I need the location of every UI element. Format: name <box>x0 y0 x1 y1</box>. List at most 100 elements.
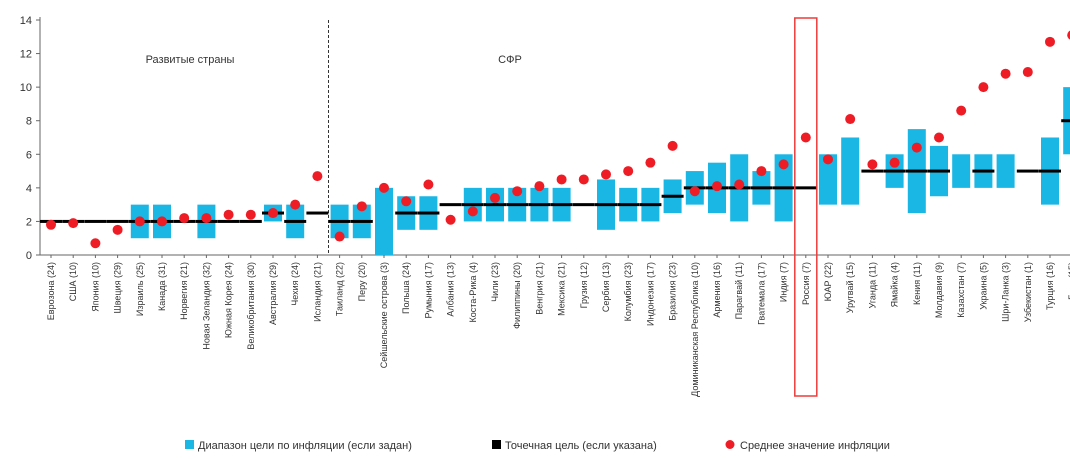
x-tick-label: Уругвай (15) <box>845 262 855 313</box>
average-inflation-dot <box>823 154 833 165</box>
x-tick-label: США (10) <box>68 262 78 301</box>
point-target-marker <box>484 203 506 207</box>
average-inflation-dot <box>356 201 367 212</box>
x-tick-label: Сейшельские острова (3) <box>379 262 389 368</box>
x-tick-label: Албания (13) <box>446 262 456 317</box>
point-target-marker <box>550 203 573 207</box>
x-tick-label: Румыния (17) <box>423 262 433 318</box>
point-target-marker <box>1016 169 1039 173</box>
x-tick-label: Украина (5) <box>978 262 988 310</box>
average-inflation-dot <box>1000 68 1011 79</box>
point-target-marker <box>306 211 329 215</box>
x-tick-label: Великобритания (30) <box>246 262 256 350</box>
x-tick-label: Мексика (21) <box>557 262 567 316</box>
average-inflation-dot <box>645 157 656 168</box>
x-tick-label: Норвегия (21) <box>179 262 189 320</box>
point-target-marker <box>794 186 817 190</box>
average-inflation-dot <box>423 179 434 190</box>
x-tick-label: Южная Корея (24) <box>224 262 234 338</box>
average-inflation-dot <box>401 196 412 207</box>
average-inflation-dot <box>956 105 967 116</box>
y-tick-label: 14 <box>20 15 32 27</box>
average-inflation-dot <box>623 166 634 177</box>
average-inflation-dot <box>223 209 234 220</box>
x-axis: Еврозона (24) США (10) Япония (10) Швеция (… <box>40 254 1070 397</box>
y-tick-label: 8 <box>26 116 32 128</box>
point-target-marker <box>417 211 440 215</box>
point-target-marker <box>750 186 773 190</box>
average-inflation-dot <box>90 238 101 249</box>
x-tick-label: Сербия (13) <box>601 262 611 312</box>
x-tick-label: Новая Зеландия (32) <box>201 262 211 350</box>
point-target-marker <box>905 169 928 173</box>
x-tick-label: Венгрия (21) <box>534 262 544 315</box>
x-tick-label: Филиппины (20) <box>512 262 522 329</box>
point-target-marker <box>861 169 884 173</box>
point-target-marker <box>528 203 551 207</box>
x-tick-label: Шри-Ланка (3) <box>1001 262 1011 322</box>
point-target-marker <box>328 219 351 223</box>
average-inflation-dot <box>512 186 523 197</box>
average-inflation-dot <box>268 208 278 219</box>
legend-average-swatch <box>725 440 735 449</box>
average-inflation-dot <box>334 231 345 242</box>
target-range-box <box>996 154 1015 188</box>
point-target-marker <box>439 203 462 207</box>
x-tick-label: Чили (23) <box>490 262 500 302</box>
x-tick-label: Грузия (12) <box>579 262 589 308</box>
x-tick-label: Кения (11) <box>912 262 922 305</box>
average-inflation-dot <box>578 174 589 185</box>
average-inflation-dot <box>601 169 611 180</box>
average-inflation-dot <box>845 114 856 125</box>
average-inflation-dot <box>534 181 545 192</box>
group-label: СФР <box>498 54 522 66</box>
point-target-marker <box>883 169 906 173</box>
y-tick-label: 4 <box>26 183 32 195</box>
legend: Диапазон цели по инфляции (если задан) Т… <box>185 440 890 452</box>
y-tick-label: 0 <box>26 250 32 262</box>
group-label: Развитые страны <box>146 54 235 66</box>
average-inflation-dot <box>756 166 767 177</box>
x-tick-label: Канада (31) <box>157 262 167 311</box>
target-range-box <box>952 154 971 188</box>
average-inflation-dot <box>978 82 989 93</box>
x-tick-label: Польша (24) <box>401 262 411 314</box>
point-target-marker <box>572 203 595 207</box>
point-target-marker <box>972 169 995 173</box>
average-inflation-dot <box>490 192 500 203</box>
x-tick-label: Швеция (29) <box>113 262 123 314</box>
x-tick-label: Гватемала (17) <box>756 262 766 325</box>
point-target-marker <box>84 219 107 223</box>
x-tick-label: Еврозона (24) <box>46 262 56 320</box>
average-inflation-dot <box>734 179 745 190</box>
average-inflation-dot <box>290 199 301 210</box>
average-inflation-dot <box>112 224 123 235</box>
average-inflation-dot <box>467 206 478 217</box>
x-tick-label: Чехия (24) <box>290 262 300 306</box>
y-tick-label: 6 <box>26 149 32 161</box>
x-tick-label: Казахстан (7) <box>956 262 966 318</box>
x-tick-label: Индия (7) <box>779 262 789 302</box>
x-tick-label: Россия (7) <box>801 262 811 305</box>
highlight-frame-russia <box>794 17 818 397</box>
average-inflation-dot <box>179 213 190 224</box>
legend-range-swatch <box>185 440 194 449</box>
legend-average-label: Среднее значение инфляции <box>740 440 890 452</box>
average-inflation-dot <box>867 159 878 170</box>
x-tick-label: Гана (15) <box>1067 262 1070 300</box>
x-tick-label: Израиль (25) <box>135 262 145 316</box>
point-target-marker <box>617 203 640 207</box>
legend-target-label: Точечная цель (если указана) <box>505 440 657 452</box>
average-inflation-dot <box>245 209 256 220</box>
point-target-marker <box>595 203 617 207</box>
average-inflation-dot <box>157 216 167 227</box>
average-inflation-dot <box>379 182 389 193</box>
point-target-marker <box>661 194 684 198</box>
y-tick-label: 10 <box>20 82 32 94</box>
average-inflation-dot <box>312 171 323 182</box>
target-range-box <box>375 187 393 255</box>
x-tick-label: Колумбия (23) <box>623 262 633 321</box>
point-target-marker <box>284 219 307 223</box>
average-inflation-dot <box>46 219 56 230</box>
average-inflation-dot <box>889 157 900 168</box>
